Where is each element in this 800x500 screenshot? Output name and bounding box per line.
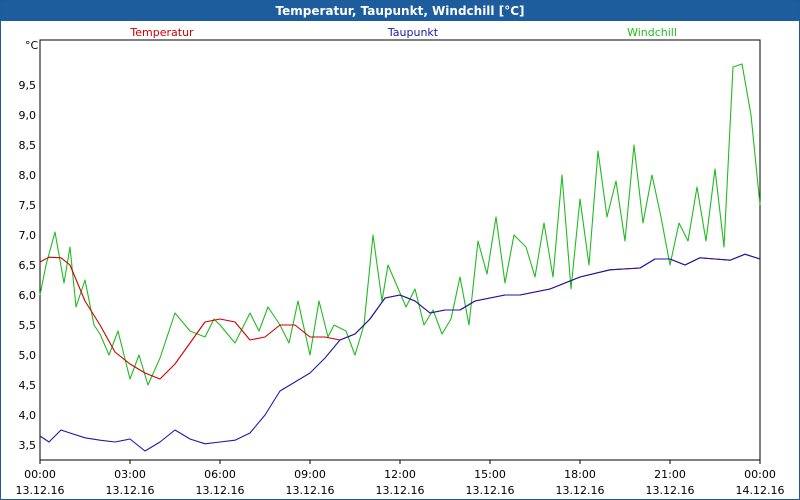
plot-frame [39, 39, 761, 461]
axes: 3,5 4,0 4,5 5,0 5,5 6,0 6,5 7,0 7,5 8,0 8,5 9,0 9,5 0… [16, 39, 785, 497]
legend-windchill: Windchill [627, 26, 677, 39]
x-tick-date: 13.12.16 [196, 484, 245, 497]
legend-taupunkt: Taupunkt [387, 26, 439, 39]
y-tick-label: 5,5 [19, 319, 37, 332]
x-tick-date: 13.12.16 [16, 484, 65, 497]
series-line-windchill [39, 63, 761, 386]
y-tick-label: 9,5 [19, 79, 37, 92]
legend: Temperatur Taupunkt Windchill [129, 26, 677, 39]
y-tick-label: 8,0 [19, 169, 37, 182]
y-tick-label: 8,5 [19, 139, 37, 152]
y-tick-label: 6,0 [19, 289, 37, 302]
x-tick-date: 13.12.16 [466, 484, 515, 497]
y-tick-label: 9,0 [19, 109, 37, 122]
x-tick-time: 00:00 [744, 468, 776, 481]
x-tick-time: 15:00 [474, 468, 506, 481]
y-tick-label: 4,0 [19, 409, 37, 422]
y-axis-unit: °C [25, 39, 39, 52]
x-tick-date: 13.12.16 [106, 484, 155, 497]
x-tick-time: 06:00 [204, 468, 236, 481]
y-tick-label: 4,5 [19, 379, 37, 392]
x-tick-date: 13.12.16 [646, 484, 695, 497]
y-tick-label: 5,0 [19, 349, 37, 362]
x-tick-time: 18:00 [564, 468, 596, 481]
x-tick-time: 12:00 [384, 468, 416, 481]
y-tick-label: 6,5 [19, 259, 37, 272]
x-tick-time: 03:00 [114, 468, 146, 481]
x-tick-date: 14.12.16 [736, 484, 785, 497]
y-tick-label: 3,5 [19, 439, 37, 452]
y-tick-label: 7,5 [19, 199, 37, 212]
series-line-taupunkt [39, 253, 761, 452]
y-tick-label: 7,0 [19, 229, 37, 242]
legend-temperatur: Temperatur [129, 26, 194, 39]
x-tick-date: 13.12.16 [286, 484, 335, 497]
x-tick-time: 00:00 [24, 468, 56, 481]
x-tick-time: 09:00 [294, 468, 326, 481]
x-tick-time: 21:00 [654, 468, 686, 481]
x-tick-date: 13.12.16 [556, 484, 605, 497]
series [39, 63, 761, 452]
x-tick-date: 13.12.16 [376, 484, 425, 497]
window-title: Temperatur, Taupunkt, Windchill [°C] [1, 1, 799, 21]
